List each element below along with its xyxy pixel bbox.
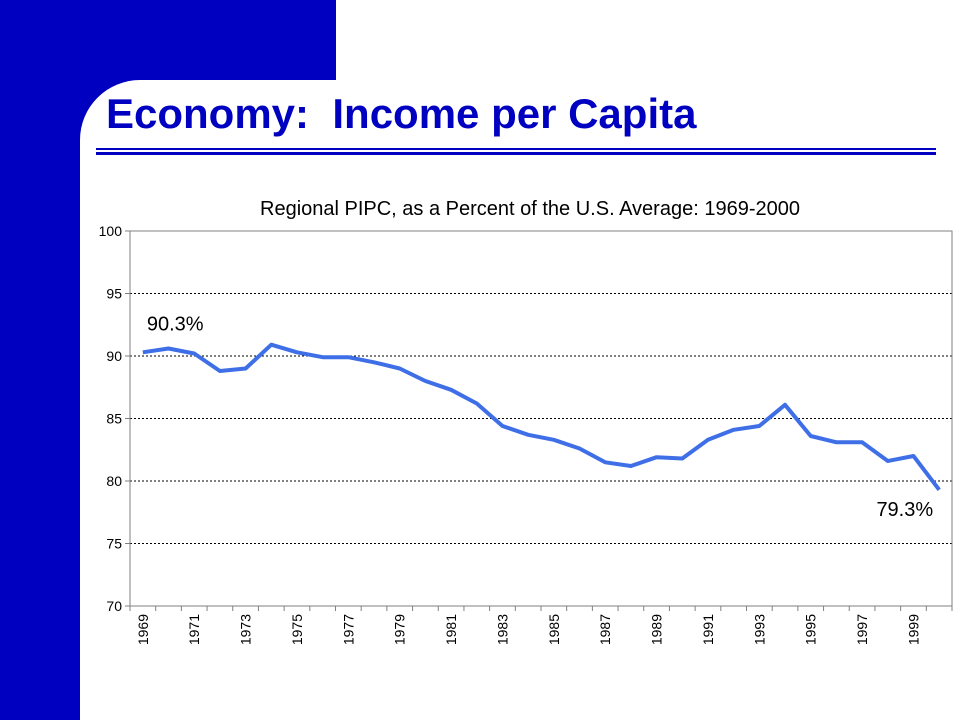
x-tick-label: 1995 — [803, 614, 819, 645]
x-tick-label: 1985 — [546, 614, 562, 645]
chart-title: Regional PIPC, as a Percent of the U.S. … — [260, 198, 800, 220]
x-tick-label: 1969 — [135, 614, 151, 645]
y-tick-label: 80 — [106, 473, 122, 489]
x-tick-label: 1987 — [597, 614, 613, 645]
y-tick-label: 95 — [106, 286, 122, 302]
x-tick-label: 1991 — [700, 614, 716, 645]
x-tick-label: 1971 — [186, 614, 202, 645]
slide-title: Economy: Income per Capita — [106, 90, 697, 137]
top-accent-block — [0, 0, 336, 80]
line-chart: Regional PIPC, as a Percent of the U.S. … — [99, 198, 953, 645]
x-tick-label: 1989 — [649, 614, 665, 645]
x-tick-label: 1983 — [494, 614, 510, 645]
x-tick-label: 1973 — [238, 614, 254, 645]
x-tick-label: 1977 — [340, 614, 356, 645]
data-annotation: 90.3% — [147, 313, 204, 335]
y-tick-label: 70 — [106, 598, 122, 614]
y-axis-ticks: 70 75 80 85 90 95 100 — [99, 223, 130, 614]
y-tick-label: 90 — [106, 348, 122, 364]
title-rule-bottom — [96, 152, 936, 155]
x-tick-label: 1993 — [751, 614, 767, 645]
y-tick-label: 100 — [99, 223, 123, 239]
chart-annotations: 90.3% 79.3% — [147, 313, 934, 521]
x-tick-label: 1979 — [392, 614, 408, 645]
x-tick-label: 1981 — [443, 614, 459, 645]
plot-area — [129, 230, 953, 607]
y-tick-label: 75 — [106, 536, 122, 552]
series-line — [142, 342, 941, 492]
y-tick-label: 85 — [106, 411, 122, 427]
x-tick-label: 1999 — [905, 614, 921, 645]
x-axis-ticks: 1969 1971 1973 1975 1977 1979 1981 1983 1985 1987… — [129, 606, 953, 645]
data-annotation: 79.3% — [876, 499, 933, 521]
x-tick-label: 1997 — [854, 614, 870, 645]
chart-grid — [130, 293, 952, 544]
x-tick-label: 1975 — [289, 614, 305, 645]
title-rule-top — [96, 148, 936, 150]
left-accent-bar — [0, 0, 80, 720]
